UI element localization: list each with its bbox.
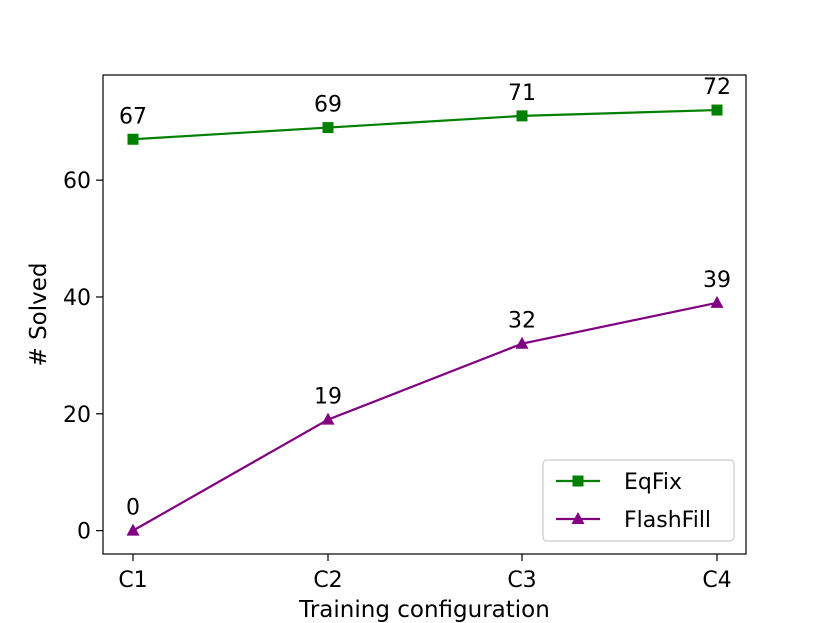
- y-axis-title: # Solved: [26, 262, 52, 366]
- y-tick-label: 0: [77, 520, 91, 545]
- data-label-eqfix: 71: [508, 81, 536, 106]
- data-point-eqfix: [516, 110, 528, 122]
- legend-label-flashfill: FlashFill: [624, 508, 711, 533]
- x-axis-title: Training configuration: [298, 597, 550, 623]
- x-tick-label: C2: [313, 568, 342, 593]
- data-point-eqfix: [711, 104, 723, 116]
- plot-frame: [102, 74, 747, 555]
- data-point-flashfill: [710, 295, 724, 308]
- series-layer: [126, 104, 724, 536]
- data-label-eqfix: 69: [314, 93, 342, 118]
- x-tick-label: C1: [118, 568, 147, 593]
- x-axis: C1 C2 C3 C4: [118, 554, 732, 593]
- series-line-eqfix: [132, 108, 718, 141]
- legend-marker-eqfix: [572, 475, 584, 487]
- y-tick-label: 60: [63, 169, 91, 194]
- y-tick-label: 20: [63, 403, 91, 428]
- y-tick-label: 40: [63, 286, 91, 311]
- data-point-flashfill: [321, 412, 335, 425]
- data-point-flashfill: [126, 523, 140, 536]
- legend-label-eqfix: EqFix: [624, 470, 682, 495]
- data-label-eqfix: 72: [703, 75, 731, 100]
- data-labels: 67 69 71 72 0 19 32 39: [119, 75, 731, 521]
- legend-marker-flashfill: [571, 512, 585, 524]
- legend: EqFix FlashFill: [542, 459, 735, 542]
- data-label-flashfill: 0: [126, 496, 140, 521]
- x-tick-label: C3: [507, 568, 536, 593]
- data-point-eqfix: [322, 122, 334, 134]
- data-label-flashfill: 32: [508, 309, 536, 334]
- data-point-eqfix: [127, 133, 139, 145]
- data-label-flashfill: 39: [703, 268, 731, 293]
- y-axis: 0 20 40 60: [63, 169, 103, 545]
- data-label-eqfix: 67: [119, 104, 147, 129]
- data-label-flashfill: 19: [314, 385, 342, 410]
- data-point-flashfill: [515, 336, 529, 349]
- series-line-flashfill: [132, 301, 718, 532]
- x-tick-label: C4: [702, 568, 731, 593]
